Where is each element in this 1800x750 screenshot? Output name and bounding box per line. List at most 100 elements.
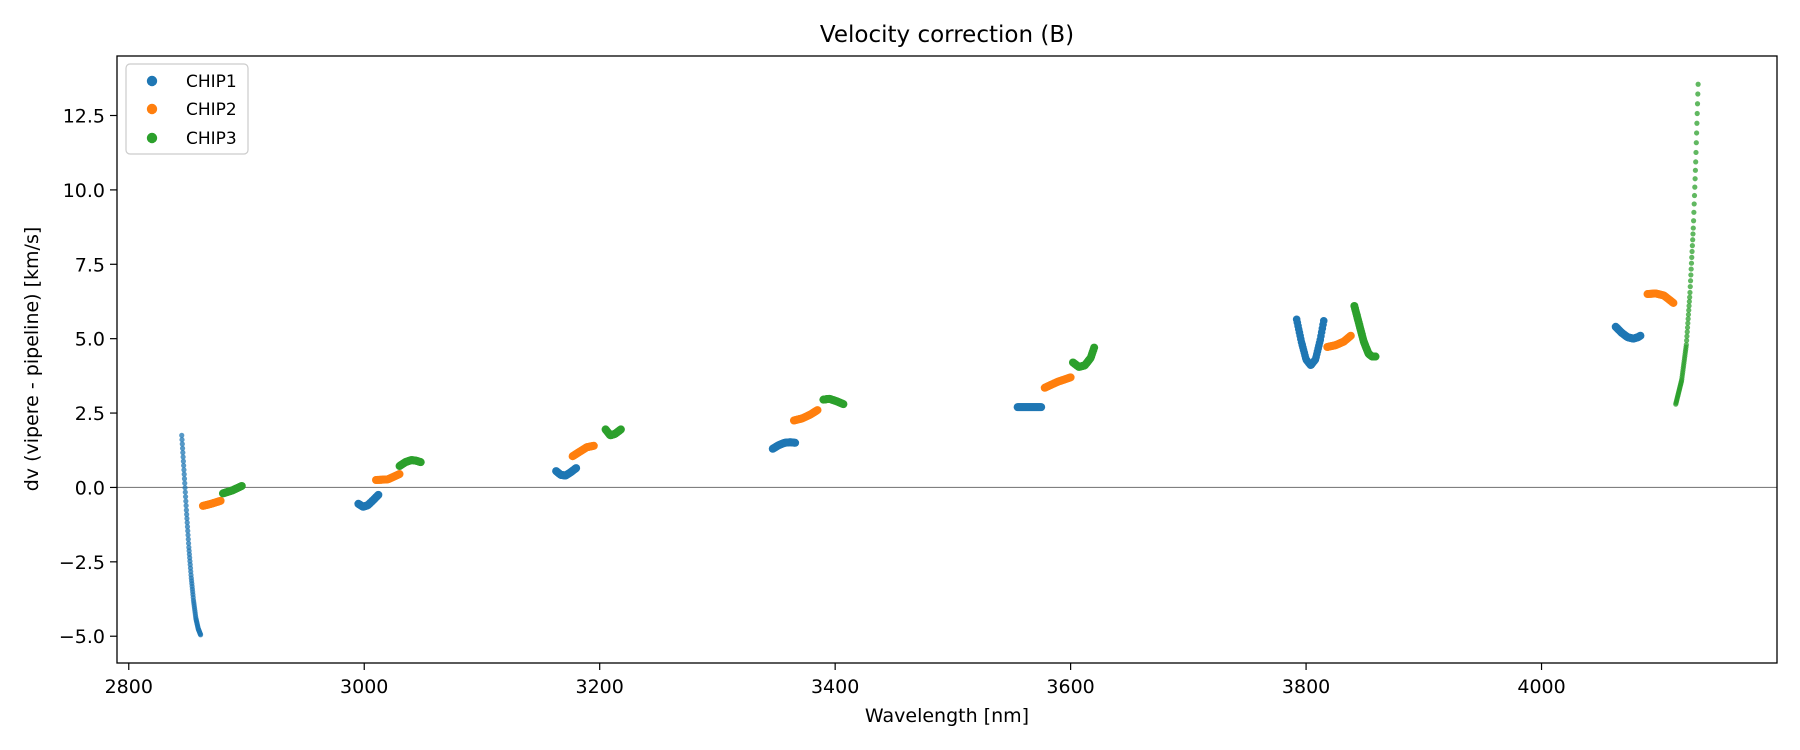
- y-tick-label: −2.5: [59, 552, 105, 574]
- data-point: [1695, 81, 1701, 87]
- data-point: [1684, 337, 1690, 344]
- data-point: [1685, 320, 1691, 326]
- data-point: [181, 467, 187, 473]
- data-point: [1691, 192, 1698, 199]
- data-point: [1692, 184, 1698, 190]
- data-point: [184, 520, 190, 526]
- data-point: [374, 490, 383, 499]
- data-point: [572, 464, 581, 473]
- data-point: [1692, 167, 1698, 173]
- data-point: [1037, 403, 1046, 412]
- data-point: [183, 498, 189, 504]
- data-point: [1687, 294, 1693, 300]
- data-point: [185, 532, 191, 538]
- data-point: [1688, 272, 1694, 278]
- data-point: [395, 470, 404, 479]
- data-point: [1685, 316, 1691, 322]
- series-chip1: [179, 315, 1645, 638]
- data-point: [1683, 342, 1689, 348]
- y-tick-label: 7.5: [75, 254, 105, 276]
- data-point: [179, 432, 185, 438]
- x-tick-label: 3800: [1282, 676, 1330, 698]
- x-tick-label: 3000: [340, 676, 388, 698]
- data-point: [1686, 298, 1692, 305]
- data-point: [1689, 254, 1695, 260]
- data-point: [1688, 266, 1694, 272]
- data-point: [181, 471, 187, 477]
- data-point: [616, 425, 625, 434]
- y-tick-label: 5.0: [75, 329, 105, 351]
- data-point: [1688, 260, 1695, 266]
- x-tick-label: 4000: [1517, 676, 1565, 698]
- data-point: [589, 441, 598, 450]
- data-point: [183, 503, 189, 509]
- data-point: [839, 400, 848, 409]
- data-point: [1694, 120, 1700, 126]
- y-tick-label: −5.0: [59, 626, 105, 648]
- data-point: [1090, 343, 1099, 352]
- data-point: [182, 494, 189, 500]
- y-tick-label: 0.0: [75, 477, 105, 499]
- data-point: [1066, 373, 1075, 382]
- data-point: [1685, 311, 1692, 318]
- data-point: [1694, 110, 1700, 117]
- data-point: [1636, 331, 1645, 340]
- data-point: [1693, 149, 1699, 156]
- data-point: [1689, 243, 1695, 249]
- y-tick-label: 2.5: [75, 403, 105, 425]
- data-point: [1690, 218, 1697, 224]
- data-point: [1695, 91, 1701, 97]
- data-point: [1689, 248, 1695, 255]
- data-point: [813, 406, 822, 415]
- x-tick-label: 2800: [105, 676, 153, 698]
- data-point: [1686, 303, 1692, 309]
- legend-label-chip1: CHIP1: [186, 72, 237, 92]
- data-point: [185, 536, 191, 542]
- legend-marker-chip1: [146, 75, 158, 87]
- data-point: [179, 437, 185, 443]
- data-point: [1684, 333, 1690, 339]
- data-point: [1694, 101, 1701, 107]
- data-point: [237, 481, 246, 490]
- data-point: [1691, 201, 1697, 207]
- legend-label-chip3: CHIP3: [186, 129, 237, 149]
- y-ticks-layer: −5.0 −2.5 0.0 2.5 5.0 7.5 10.0 12.5: [59, 106, 117, 648]
- data-point: [185, 540, 192, 546]
- data-point: [179, 441, 185, 447]
- data-point: [184, 515, 190, 522]
- x-axis-label: Wavelength [nm]: [865, 705, 1029, 727]
- data-point: [1686, 307, 1692, 313]
- chart-title: Velocity correction (B): [820, 22, 1074, 48]
- data-point: [1669, 298, 1678, 307]
- data-point: [1693, 159, 1699, 165]
- data-point: [791, 438, 800, 447]
- data-point: [183, 507, 189, 513]
- plot-frame: [116, 55, 1778, 664]
- y-tick-label: 10.0: [63, 180, 105, 202]
- data-point: [181, 462, 187, 469]
- data-point: [1687, 284, 1693, 290]
- data-point: [1692, 176, 1698, 182]
- data-point: [1687, 289, 1693, 296]
- data-point: [197, 632, 204, 638]
- series-chip2: [198, 289, 1678, 510]
- data-point: [181, 476, 188, 482]
- data-point: [182, 489, 188, 495]
- x-tick-label: 3600: [1046, 676, 1094, 698]
- legend-label-chip2: CHIP2: [186, 100, 237, 120]
- legend-box: [125, 63, 249, 155]
- data-point: [180, 458, 186, 464]
- data-point: [1690, 237, 1696, 243]
- data-point: [1684, 329, 1690, 335]
- x-tick-label: 3200: [576, 676, 624, 698]
- data-point: [179, 445, 186, 451]
- data-point: [1690, 231, 1696, 237]
- legend-marker-chip2: [146, 103, 158, 115]
- data-point: [184, 524, 191, 530]
- series-chip3: [218, 81, 1701, 498]
- data-point: [180, 450, 186, 456]
- data-point: [182, 480, 188, 486]
